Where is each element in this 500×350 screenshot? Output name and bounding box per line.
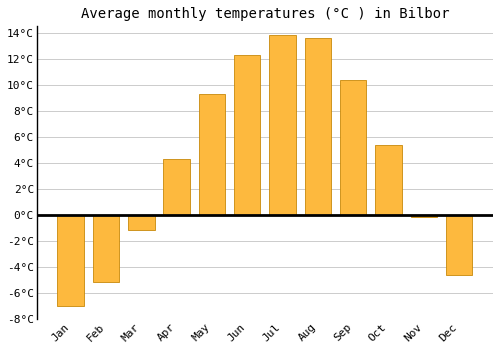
Bar	[234, 55, 260, 215]
Bar	[93, 215, 120, 282]
Bar	[198, 94, 225, 215]
Title: Average monthly temperatures (°C ) in Bilbor: Average monthly temperatures (°C ) in Bi…	[80, 7, 449, 21]
Bar	[304, 38, 331, 215]
Bar	[58, 215, 84, 306]
Bar	[340, 79, 366, 215]
Bar	[128, 215, 154, 230]
Bar	[270, 35, 296, 215]
Bar	[164, 159, 190, 215]
Bar	[446, 215, 472, 275]
Bar	[410, 215, 437, 217]
Bar	[375, 145, 402, 215]
